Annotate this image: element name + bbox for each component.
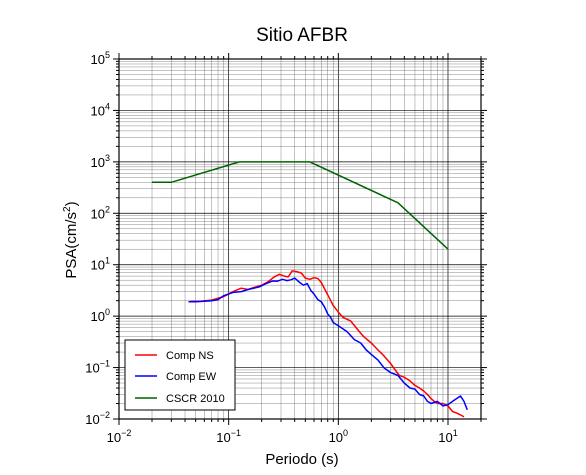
legend-label-cscr: CSCR 2010 xyxy=(166,393,225,405)
plot-frame xyxy=(118,58,482,420)
y-tick-label: 10−1 xyxy=(85,359,110,376)
y-tick-label-exp: 1 xyxy=(105,256,110,266)
x-tick-label-exp: −2 xyxy=(121,428,131,438)
y-axis-label: PSA(cm/s2) xyxy=(62,201,80,278)
y-tick-label-base: 10 xyxy=(91,52,105,67)
y-axis-label-main: PSA(cm/s xyxy=(63,212,80,279)
legend: Comp NS Comp EW CSCR 2010 xyxy=(124,339,236,411)
y-tick-label-base: 10 xyxy=(91,103,105,118)
x-tick-label: 10−2 xyxy=(107,428,132,445)
x-tick-label-exp: −1 xyxy=(231,428,241,438)
axis-ticks xyxy=(113,53,487,425)
y-axis-label-close: ) xyxy=(63,201,80,206)
y-tick-label-exp: 4 xyxy=(105,101,110,111)
y-tick-label-exp: −2 xyxy=(100,410,110,420)
series-line-cscr-2010 xyxy=(152,161,449,250)
y-tick-label-base: 10 xyxy=(85,361,99,376)
y-tick-label: 105 xyxy=(91,50,110,67)
x-tick-label-base: 10 xyxy=(107,430,121,445)
x-tick-label-exp: 1 xyxy=(453,428,458,438)
series-line-comp-ew xyxy=(188,277,468,411)
y-tick-label-exp: 5 xyxy=(105,50,110,60)
y-tick-label-exp: 0 xyxy=(105,307,110,317)
y-tick-label: 102 xyxy=(91,204,110,221)
x-axis-label: Periodo (s) xyxy=(265,451,338,468)
x-tick-label-base: 10 xyxy=(216,430,230,445)
x-tick-label-exp: 0 xyxy=(343,428,348,438)
y-tick-label: 103 xyxy=(91,153,110,170)
series-layer xyxy=(152,161,468,418)
y-tick-label-base: 10 xyxy=(91,206,105,221)
x-tick-label: 100 xyxy=(329,428,348,445)
legend-label-ns: Comp NS xyxy=(166,350,214,362)
y-axis-label-sup: 2 xyxy=(62,206,73,212)
y-tick-label: 101 xyxy=(91,256,110,273)
y-tick-label-exp: 2 xyxy=(105,204,110,214)
y-tick-label: 10−2 xyxy=(85,410,110,427)
y-tick-label-exp: −1 xyxy=(100,359,110,369)
y-tick-label-exp: 3 xyxy=(105,153,110,163)
chart-title: Sitio AFBR xyxy=(256,25,348,46)
x-tick-label: 101 xyxy=(438,428,457,445)
y-tick-label-base: 10 xyxy=(91,258,105,273)
x-tick-label-base: 10 xyxy=(329,430,343,445)
y-tick-label-base: 10 xyxy=(85,412,99,427)
x-tick-label-base: 10 xyxy=(438,430,452,445)
y-tick-label: 104 xyxy=(91,101,110,118)
y-tick-label: 100 xyxy=(91,307,110,324)
y-tick-label-base: 10 xyxy=(91,155,105,170)
y-tick-label-base: 10 xyxy=(91,309,105,324)
legend-label-ew: Comp EW xyxy=(166,371,217,383)
x-tick-label: 10−1 xyxy=(216,428,241,445)
